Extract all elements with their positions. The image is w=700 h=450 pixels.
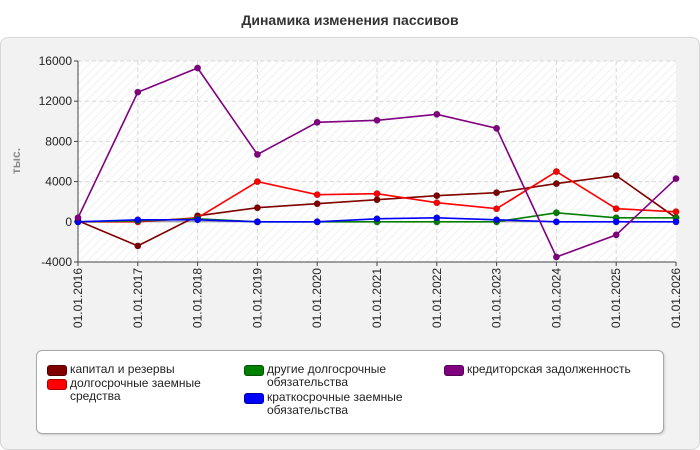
data-point [313, 218, 321, 226]
legend-swatch [444, 365, 464, 376]
x-tick-label: 01.01.2018 [191, 268, 205, 328]
legend-item-other-long-term: другие долгосрочные обязательства [244, 363, 386, 389]
x-tick-label: 01.01.2017 [131, 268, 145, 328]
data-point [672, 208, 680, 216]
data-point [134, 88, 142, 96]
data-point [672, 175, 680, 183]
chart-title: Динамика изменения пассивов [241, 12, 459, 28]
data-point [612, 218, 620, 226]
legend-swatch [47, 365, 67, 376]
data-point [373, 215, 381, 223]
legend-item-long-term-loans: долгосрочные заемные средства [47, 377, 201, 403]
x-tick-label: 01.01.2021 [370, 268, 384, 328]
data-point [433, 214, 441, 222]
data-point [253, 218, 261, 226]
data-point [433, 199, 441, 207]
data-point [612, 205, 620, 213]
y-tick-labels: 16000 12000 8000 4000 0 -4000 [39, 54, 73, 269]
legend-label: долгосрочные заемные средства [70, 376, 201, 403]
data-point [433, 192, 441, 200]
x-tick-label: 01.01.2024 [549, 268, 563, 328]
legend-item-capital: капитал и резервы [47, 363, 175, 376]
x-tick-label: 01.01.2022 [430, 268, 444, 328]
data-point [612, 172, 620, 180]
data-point [373, 116, 381, 124]
data-point [194, 216, 202, 224]
data-point [672, 218, 680, 226]
series-lines [74, 64, 680, 261]
legend-swatch [244, 365, 264, 376]
data-point [433, 110, 441, 118]
legend-label: другие долгосрочные обязательства [267, 362, 387, 389]
x-tick-label: 01.01.2025 [609, 268, 623, 328]
x-tick-label: 01.01.2023 [490, 268, 504, 328]
data-point [493, 124, 501, 132]
data-point [253, 178, 261, 186]
y-axis-label: тыс. [9, 148, 23, 174]
legend-label: капитал и резервы [70, 362, 175, 376]
series [74, 64, 680, 261]
y-tick-label: 4000 [45, 175, 72, 189]
data-point [253, 150, 261, 158]
legend-label: кредиторская задолженность [467, 362, 631, 376]
x-tick-label: 01.01.2020 [310, 268, 324, 328]
data-point [552, 168, 560, 176]
data-point [74, 214, 82, 222]
data-point [552, 218, 560, 226]
legend: капитал и резервы долгосрочные заемные с… [36, 350, 664, 434]
y-tick-label: 0 [65, 215, 72, 229]
y-tick-label: 8000 [45, 134, 72, 148]
data-point [552, 209, 560, 217]
data-point [313, 191, 321, 199]
data-point [493, 216, 501, 224]
data-point [313, 200, 321, 208]
legend-item-short-term-loans: краткосрочные заемные обязательства [244, 391, 403, 417]
data-point [612, 231, 620, 239]
y-tick-label: 12000 [39, 94, 73, 108]
legend-swatch [47, 379, 67, 390]
data-point [552, 180, 560, 188]
data-point [253, 204, 261, 212]
x-tick-label: 01.01.2026 [669, 268, 683, 328]
x-tick-label: 01.01.2019 [250, 268, 264, 328]
legend-swatch [244, 393, 264, 404]
data-point [194, 64, 202, 72]
data-point [493, 205, 501, 213]
y-tick-label: -4000 [41, 255, 72, 269]
data-point [493, 189, 501, 197]
legend-item-payables: кредиторская задолженность [444, 363, 631, 376]
data-point [134, 242, 142, 250]
x-tick-label: 01.01.2016 [71, 268, 85, 328]
data-point [134, 216, 142, 224]
legend-label: краткосрочные заемные обязательства [267, 390, 403, 417]
data-point [552, 253, 560, 261]
data-point [313, 118, 321, 126]
series [74, 214, 680, 226]
x-tick-labels: 01.01.2016 01.01.2017 01.01.2018 01.01.2019… [71, 268, 683, 328]
data-point [373, 196, 381, 204]
data-point [373, 190, 381, 198]
y-tick-label: 16000 [39, 54, 73, 68]
